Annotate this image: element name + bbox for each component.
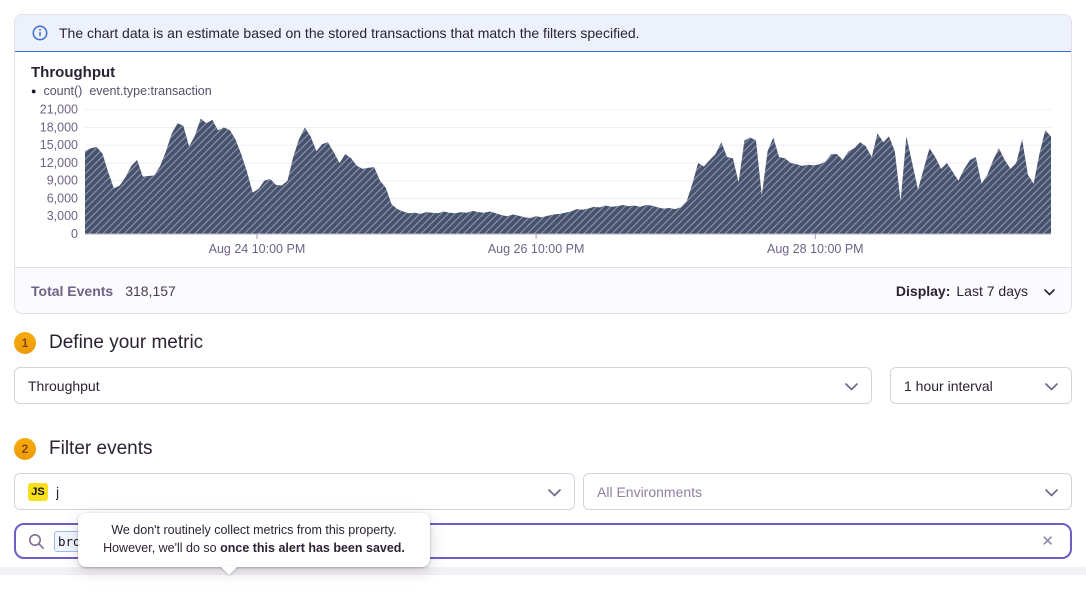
svg-text:12,000: 12,000 (40, 156, 78, 170)
chart-section: Throughput ● count() event.type:transact… (15, 64, 1071, 267)
svg-text:18,000: 18,000 (40, 120, 78, 134)
environment-select-value: All Environments (597, 483, 703, 500)
interval-select[interactable]: 1 hour interval (890, 367, 1072, 404)
search-icon (28, 533, 45, 550)
chart-title: Throughput (31, 64, 116, 81)
chevron-down-icon (1045, 484, 1058, 500)
svg-text:21,000: 21,000 (40, 104, 78, 117)
step-1-badge: 1 (14, 332, 36, 354)
chevron-down-icon (1044, 283, 1055, 299)
step-2-badge: 2 (14, 438, 36, 460)
metric-select[interactable]: Throughput (14, 367, 872, 404)
legend-dot-icon: ● (31, 86, 37, 96)
chevron-down-icon (548, 484, 561, 500)
tooltip: We don't routinely collect metrics from … (78, 513, 430, 567)
javascript-platform-icon: JS (28, 482, 48, 501)
display-label: Display: (895, 282, 951, 299)
chevron-down-icon (1045, 378, 1058, 394)
step-2-title: Filter events (49, 438, 153, 459)
environment-select[interactable]: All Environments (583, 473, 1072, 510)
info-icon (32, 25, 48, 41)
next-panel-edge (0, 567, 1086, 575)
interval-select-value: 1 hour interval (904, 377, 993, 394)
chevron-down-icon (845, 378, 858, 394)
chart-legend: ● count() event.type:transaction (31, 84, 1055, 98)
svg-text:15,000: 15,000 (40, 138, 78, 152)
total-events: Total Events 318,157 (31, 283, 176, 299)
display-range-dropdown[interactable]: Display: Last 7 days (896, 283, 1055, 299)
step-2-heading: 2 Filter events (14, 438, 1072, 460)
svg-text:Aug 26 10:00 PM: Aug 26 10:00 PM (488, 242, 585, 256)
svg-text:0: 0 (71, 227, 78, 241)
info-banner: The chart data is an estimate based on t… (15, 15, 1071, 52)
filter-row: JS j All Environments (14, 473, 1072, 510)
legend-aggregate: count() (43, 84, 83, 98)
legend-query: event.type:transaction (89, 84, 212, 98)
tooltip-line2-bold: once this alert has been saved. (220, 540, 405, 555)
total-events-value: 318,157 (125, 282, 176, 299)
chart-footer: Total Events 318,157 Display: Last 7 day… (15, 267, 1071, 313)
tooltip-line1: We don't routinely collect metrics from … (111, 523, 397, 537)
display-value: Last 7 days (956, 282, 1028, 299)
svg-text:3,000: 3,000 (47, 209, 78, 223)
svg-text:Aug 24 10:00 PM: Aug 24 10:00 PM (209, 242, 306, 256)
chart-panel: The chart data is an estimate based on t… (14, 14, 1072, 314)
throughput-area-chart: 0 3,000 6,000 9,000 12,000 15,000 18,000 21,000… (31, 103, 1055, 267)
total-events-label: Total Events (31, 282, 114, 299)
svg-text:Aug 28 10:00 PM: Aug 28 10:00 PM (767, 242, 864, 256)
step-1-heading: 1 Define your metric (14, 332, 1072, 354)
metric-select-value: Throughput (28, 377, 100, 394)
svg-text:9,000: 9,000 (47, 174, 78, 188)
metric-row: Throughput 1 hour interval (14, 367, 1072, 404)
banner-text: The chart data is an estimate based on t… (59, 25, 640, 41)
clear-search-icon[interactable]: ✕ (1041, 533, 1054, 550)
tooltip-line2: However, we'll do so (103, 540, 221, 555)
svg-text:6,000: 6,000 (47, 191, 78, 205)
project-select-value: j (56, 483, 60, 500)
step-1-title: Define your metric (49, 332, 204, 353)
project-select[interactable]: JS j (14, 473, 575, 510)
